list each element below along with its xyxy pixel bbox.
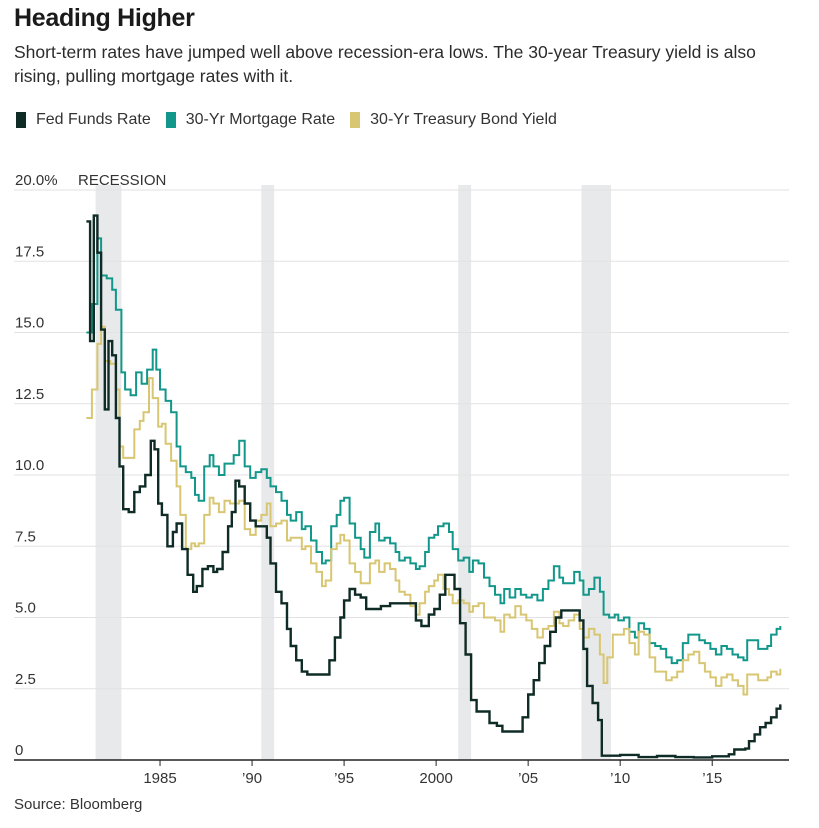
y-tick-label: 20.0% — [15, 172, 58, 189]
recession-band-1 — [95, 185, 122, 760]
x-tick-label: ’05 — [518, 770, 538, 787]
legend-swatch-mortgage — [165, 112, 176, 128]
legend-label-treasury: 30-Yr Treasury Bond Yield — [370, 111, 557, 128]
legend-item-treasury: 30-Yr Treasury Bond Yield — [350, 111, 557, 129]
y-tick-label: 12.5 — [15, 386, 44, 403]
y-tick-label: 15.0 — [15, 315, 44, 332]
x-tick-label: ’95 — [334, 770, 354, 787]
series-line-fed-funds-rate — [86, 214, 782, 759]
recession-bands — [95, 185, 611, 760]
series-lines — [86, 214, 782, 759]
legend-item-mortgage: 30-Yr Mortgage Rate — [165, 111, 336, 129]
y-tick-label: 17.5 — [15, 243, 44, 260]
recession-band-3 — [458, 185, 472, 760]
series-line-30-yr-mortgage-rate — [86, 237, 782, 665]
series-line-30-yr-treasury-bond-yield — [86, 325, 782, 696]
chart-legend: Fed Funds Rate 30-Yr Mortgage Rate 30-Yr… — [16, 111, 572, 129]
legend-swatch-fed-funds — [16, 112, 26, 128]
x-tick-label: ’10 — [610, 770, 630, 787]
source-note: Source: Bloomberg — [14, 796, 143, 813]
chart-title: Heading Higher — [14, 4, 195, 32]
y-tick-label: 2.5 — [15, 671, 36, 688]
legend-label-fed-funds: Fed Funds Rate — [36, 111, 151, 128]
legend-label-mortgage: 30-Yr Mortgage Rate — [185, 111, 336, 128]
line-chart: 0 2.5 5.0 7.5 10.0 12.5 15.0 17.5 20.0% RECESSION… — [14, 172, 789, 787]
x-tick-label: ’90 — [242, 770, 262, 787]
y-tick-label: 10.0 — [15, 457, 44, 474]
x-tick-label: 1985 — [143, 770, 176, 787]
y-tick-label: 5.0 — [15, 600, 36, 617]
y-tick-label: 0 — [15, 742, 23, 759]
legend-item-fed-funds: Fed Funds Rate — [16, 111, 151, 129]
y-tick-label: 7.5 — [15, 528, 36, 545]
legend-swatch-treasury — [350, 112, 361, 128]
axes: 1985 ’90 ’95 2000 ’05 ’10 ’15 — [14, 759, 789, 787]
gridlines: 0 2.5 5.0 7.5 10.0 12.5 15.0 17.5 20.0% RECESSION — [14, 172, 789, 759]
x-tick-label: 2000 — [419, 770, 452, 787]
recession-label: RECESSION — [78, 172, 166, 189]
chart-subtitle: Short-term rates have jumped well above … — [14, 42, 756, 86]
x-tick-label: ’15 — [702, 770, 722, 787]
